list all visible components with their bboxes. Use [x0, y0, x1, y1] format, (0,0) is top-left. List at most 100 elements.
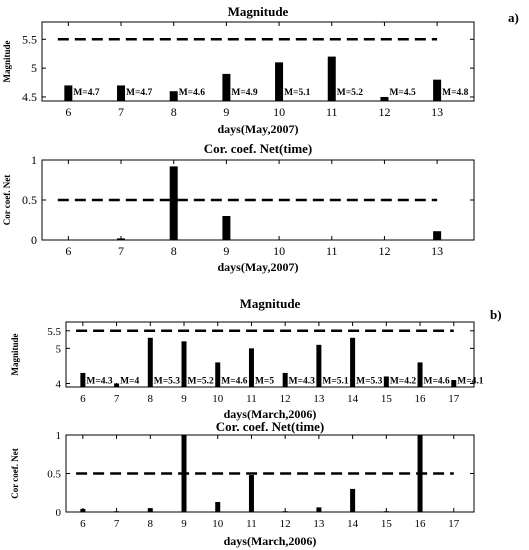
y-tick-label: 0.5 — [47, 469, 61, 481]
x-axis-label: days(May,2007) — [218, 260, 299, 274]
x-tick-label: 15 — [381, 518, 393, 530]
bar-value-label: M=5.2 — [337, 88, 364, 98]
x-tick-label: 6 — [65, 105, 71, 119]
x-tick-label: 12 — [280, 518, 291, 530]
bar — [117, 85, 126, 101]
x-tick-label: 14 — [347, 518, 359, 530]
bar-value-label: M=4.6 — [179, 88, 206, 98]
x-tick-label: 13 — [313, 393, 325, 405]
bar — [380, 96, 389, 101]
chart-title: Magnitude — [228, 4, 289, 19]
bar-value-label: M=5.1 — [284, 88, 311, 98]
y-axis-label: Cor coef. Net — [2, 175, 12, 226]
x-tick-label: 9 — [223, 105, 229, 119]
bar — [169, 91, 178, 101]
bar — [350, 337, 356, 387]
x-tick-label: 10 — [273, 244, 285, 258]
bar-value-label: M=4.7 — [126, 88, 153, 98]
bar — [248, 348, 254, 387]
bar — [316, 507, 322, 512]
bar — [433, 79, 442, 101]
x-tick-label: 9 — [181, 393, 187, 405]
chart-4: Cor. coef. Net(time)00.516 7 8 9 10 11 12 13 14 1… — [10, 419, 475, 548]
y-tick-label: 0 — [56, 507, 62, 519]
x-tick-label: 14 — [347, 393, 359, 405]
bar — [181, 341, 187, 387]
x-tick-label: 17 — [448, 393, 460, 405]
y-tick-label: 5 — [31, 61, 37, 75]
bar — [215, 362, 221, 387]
bar-value-label: M=4.3 — [86, 377, 113, 387]
x-tick-label: 13 — [431, 244, 443, 258]
x-tick-label: 8 — [171, 244, 177, 258]
bar-value-label: M=4.7 — [73, 88, 100, 98]
x-tick-label: 12 — [378, 105, 390, 119]
bar — [316, 344, 322, 387]
bar — [433, 231, 442, 240]
chart-3: Magnitude 4 5 5.5 6 7 8 9 10 11 12 13 14 15 16 17 M=4.3 M… — [10, 296, 484, 421]
plot-frame — [41, 21, 475, 102]
x-tick-label: 12 — [280, 393, 291, 405]
bar-value-label: M=4.9 — [231, 88, 258, 98]
y-axis-label: Magnitude — [10, 333, 20, 375]
bar — [417, 362, 423, 387]
x-tick-label: 9 — [223, 244, 229, 258]
y-axis-label: Cor coef. Net — [10, 448, 20, 499]
x-tick-label: 13 — [431, 105, 443, 119]
bar-value-label: M=5.3 — [356, 377, 383, 387]
x-tick-label: 13 — [313, 518, 325, 530]
bar — [282, 372, 288, 387]
x-tick-label: 10 — [212, 393, 224, 405]
x-tick-label: 10 — [273, 105, 285, 119]
bar — [117, 238, 126, 240]
y-tick-label: 0.5 — [22, 193, 37, 207]
bar — [80, 372, 86, 387]
plot-frame — [41, 159, 475, 241]
x-tick-label: 8 — [148, 393, 154, 405]
y-tick-label: 5.5 — [22, 32, 37, 46]
x-tick-label: 6 — [65, 244, 71, 258]
bar — [222, 216, 231, 240]
x-axis-label: days(March,2006) — [224, 534, 317, 548]
bar — [222, 73, 231, 101]
bar-value-label: M=5 — [255, 377, 274, 387]
y-tick-label: 5 — [56, 343, 62, 355]
bar — [147, 337, 153, 387]
bar-value-label: M=5.2 — [188, 377, 215, 387]
x-tick-label: 7 — [114, 518, 120, 530]
bar — [215, 501, 221, 512]
x-tick-label: 11 — [246, 393, 257, 405]
bar-value-label: M=4.5 — [389, 88, 416, 98]
bar — [451, 379, 457, 387]
x-tick-label: 7 — [118, 244, 124, 258]
x-tick-label: 15 — [381, 393, 393, 405]
bar-value-label: M=4.1 — [457, 377, 484, 387]
bar — [64, 85, 73, 101]
chart-title: Cor. coef. Net(time) — [204, 141, 313, 156]
panel-label-b: b) — [490, 307, 502, 322]
bar — [181, 435, 187, 512]
panel-label-a: a) — [508, 10, 519, 25]
bar — [248, 475, 254, 512]
bar — [275, 62, 284, 101]
x-tick-label: 16 — [415, 518, 427, 530]
y-axis-label: Magnitude — [2, 40, 12, 82]
x-tick-label: 10 — [212, 518, 224, 530]
bar — [114, 383, 120, 387]
bar — [80, 508, 86, 512]
bar-value-label: M=4.6 — [221, 377, 248, 387]
x-tick-label: 8 — [148, 518, 154, 530]
y-tick-label: 4 — [56, 378, 62, 390]
x-tick-label: 7 — [114, 393, 120, 405]
bar — [282, 511, 288, 512]
bar-value-label: M=4.8 — [442, 88, 469, 98]
x-tick-label: 17 — [448, 518, 460, 530]
y-tick-label: 4.5 — [22, 90, 37, 104]
bar — [383, 376, 389, 387]
bar-value-label: M=4.2 — [390, 377, 417, 387]
x-tick-label: 16 — [415, 393, 427, 405]
y-tick-label: 1 — [56, 430, 62, 442]
chart-2: Cor. coef. Net(time) 0 0.5 1 6 7 8 9 10 11 12 13 day… — [2, 141, 475, 274]
y-tick-label: 1 — [31, 153, 37, 167]
